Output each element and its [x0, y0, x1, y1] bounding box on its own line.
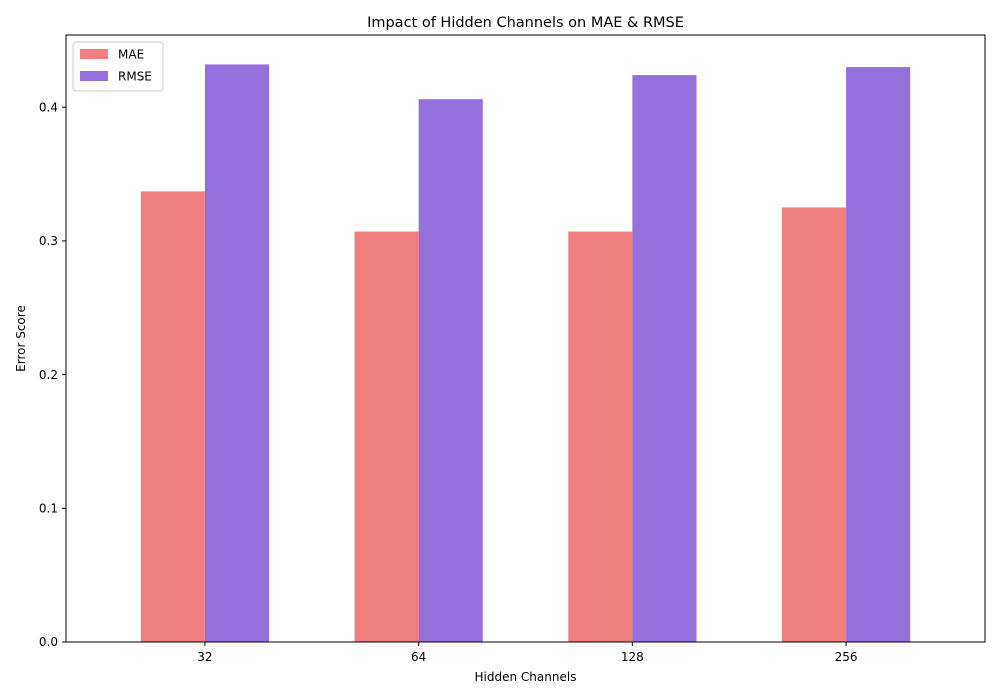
y-axis: 0.0 0.1 0.2 0.3 0.4 — [39, 100, 66, 649]
y-tick-label: 0.3 — [39, 234, 58, 248]
x-tick-label: 64 — [411, 650, 426, 664]
legend-label-mae: MAE — [118, 48, 144, 62]
chart-title: Impact of Hidden Channels on MAE & RMSE — [367, 15, 684, 31]
x-axis-title: Hidden Channels — [475, 670, 577, 684]
legend-swatch-rmse — [80, 71, 108, 81]
y-tick-label: 0.4 — [39, 100, 58, 114]
y-tick-label: 0.2 — [39, 368, 58, 382]
bar-rmse-32 — [204, 64, 270, 642]
legend: MAE RMSE — [72, 41, 164, 92]
bar-mae-64 — [354, 231, 419, 643]
bar-mae-256 — [781, 207, 847, 642]
y-tick-label: 0.0 — [39, 635, 58, 649]
bars-group — [140, 64, 911, 643]
x-axis: 32 64 128 256 — [197, 642, 858, 664]
y-axis-title: Error Score — [14, 305, 28, 372]
bar-rmse-64 — [418, 99, 483, 643]
bar-mae-32 — [140, 191, 205, 642]
plot-frame — [65, 34, 986, 643]
bar-mae-128 — [568, 231, 633, 643]
x-tick-label: 256 — [835, 650, 858, 664]
bar-rmse-256 — [846, 67, 911, 643]
y-tick-label: 0.1 — [39, 501, 58, 515]
bar-rmse-128 — [632, 75, 697, 643]
x-tick-label: 128 — [621, 650, 644, 664]
legend-swatch-mae — [80, 49, 108, 59]
x-tick-label: 32 — [197, 650, 212, 664]
legend-label-rmse: RMSE — [118, 70, 152, 84]
